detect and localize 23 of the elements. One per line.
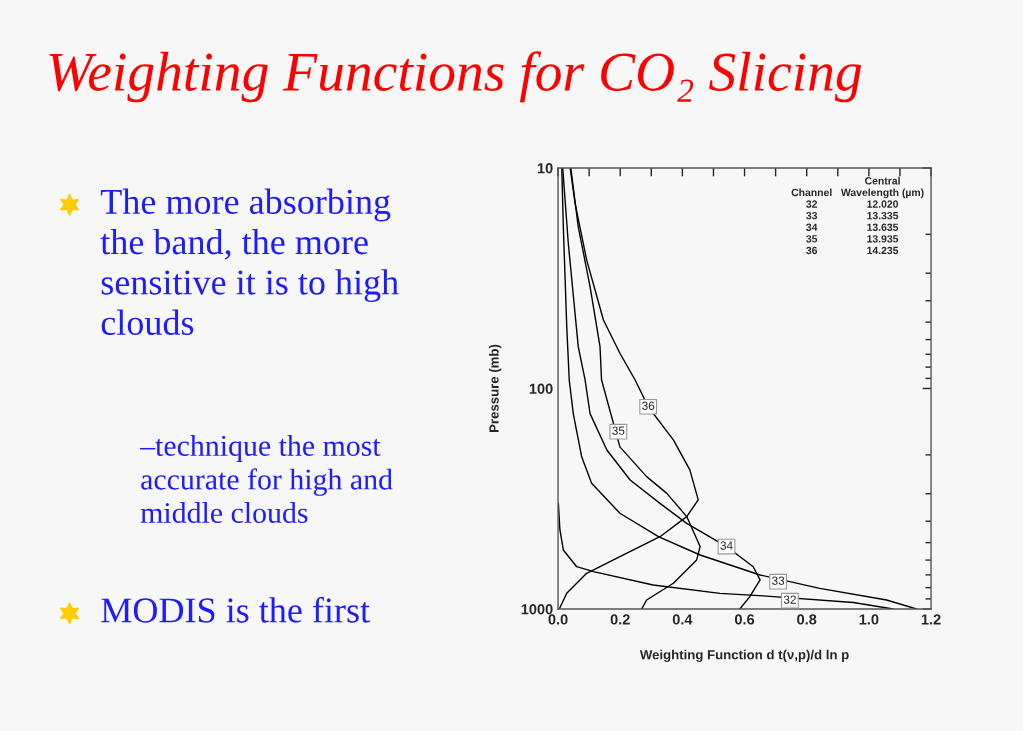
x-tick-label: 0.6 [734, 614, 755, 625]
x-tick-label: 0.8 [797, 614, 817, 625]
annotation: 35 [612, 426, 625, 435]
text: The more absorbing the band, the more sensitive it is to high clouds [100, 188, 399, 336]
x-tick-label: 0.0 [548, 614, 568, 625]
x-tick-label: 1.0 [859, 614, 879, 625]
y-tick-label: 100 [529, 383, 553, 394]
x-tick-label: 1.2 [921, 614, 941, 625]
y-axis-title: Pressure (mb) [489, 344, 502, 432]
y-tick-label: 1000 [521, 604, 553, 615]
annotation: 36 [642, 401, 655, 410]
annotation: 32 [783, 595, 796, 604]
x-axis-title: Weighting Function d t(ν,p)/d ln p [639, 649, 849, 663]
text: MODIS is the first [101, 596, 370, 623]
x-tick-label: 0.4 [672, 614, 693, 625]
annotation: 33 [771, 576, 785, 585]
annotation: Channel 32 33 34 35 36 [791, 188, 832, 255]
chart-title: Weighting Functions for CO₂ Slicing [49, 51, 862, 103]
x-tick-label: 0.2 [610, 614, 630, 625]
y-tick-label: 10 [537, 163, 553, 174]
annotation: Central Wavelength (µm) 12.020 13.335 13.635 13.935 14.235 [840, 176, 924, 255]
annotation: 34 [720, 541, 733, 550]
text: –technique the most accurate for high and middle clouds [139, 434, 393, 524]
